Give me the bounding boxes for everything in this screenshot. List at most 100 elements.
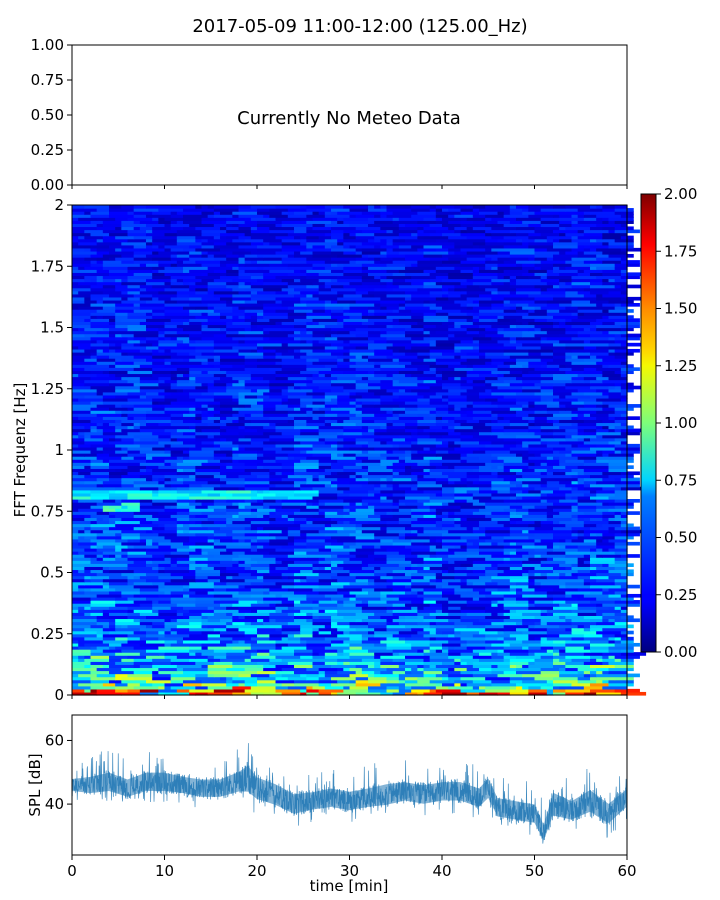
spectrogram-cell xyxy=(176,688,190,693)
spectrogram-cell xyxy=(238,330,264,335)
spectrogram-cell xyxy=(460,658,480,662)
spectrogram-cell xyxy=(324,661,338,665)
spectrogram-cell xyxy=(553,514,573,518)
spectrogram-cell xyxy=(583,615,603,620)
spectrogram-cell xyxy=(72,621,98,626)
spectrogram-cell xyxy=(152,404,166,408)
spectrogram-cell xyxy=(306,618,314,623)
spectrogram-cell xyxy=(257,538,270,543)
spectrogram-cell xyxy=(170,597,196,601)
spectrogram-cell xyxy=(257,462,283,466)
spectrogram-cell xyxy=(509,642,529,647)
spectrogram-cell xyxy=(516,600,529,604)
spectrogram-cell xyxy=(398,664,418,669)
spectrogram-cell xyxy=(257,492,277,497)
spectrogram-cell xyxy=(96,667,122,672)
spectrogram-cell xyxy=(109,526,135,531)
spectrogram-cell xyxy=(608,468,628,473)
spectrogram-cell xyxy=(608,618,616,623)
spectrogram-cell xyxy=(602,407,616,411)
spectrogram-cell xyxy=(281,682,295,687)
spectrogram-cell xyxy=(466,544,480,549)
spectrogram-cell xyxy=(312,514,326,518)
spectrogram-cell xyxy=(90,471,110,476)
spectrogram-cell xyxy=(448,315,474,319)
spectrogram-cell xyxy=(133,514,153,518)
spectrogram-cell xyxy=(170,661,196,665)
spectrogram-cell xyxy=(590,382,616,387)
spectrogram-cell xyxy=(312,661,326,665)
spectrogram-cell xyxy=(485,609,511,613)
spectrogram-cell xyxy=(164,315,184,319)
spectrogram-cell xyxy=(423,355,431,359)
spectrogram-cell xyxy=(559,450,573,454)
spectrogram-cell xyxy=(170,578,196,583)
spectrogram-cell xyxy=(263,355,277,359)
spectrogram-cell xyxy=(152,566,159,571)
spectrogram-cell xyxy=(472,661,492,665)
spectrogram-cell xyxy=(213,609,240,613)
spectrogram-cell xyxy=(392,581,412,586)
spectrogram-cell xyxy=(269,566,277,571)
spectrogram-cell xyxy=(201,336,215,341)
spectrogram-cell xyxy=(429,505,443,509)
spectrogram-cell xyxy=(559,511,585,515)
spectrogram-cell xyxy=(614,450,622,454)
spectrogram-cell xyxy=(386,548,412,552)
spectrogram-cell xyxy=(528,401,536,405)
spectrogram-cell xyxy=(72,382,85,387)
spectrogram-cell xyxy=(324,348,351,353)
spectrogram-cell xyxy=(503,443,517,448)
spectrogram-cell xyxy=(503,394,517,399)
spectrogram-cell xyxy=(355,450,363,454)
spectrogram-cell xyxy=(287,606,295,610)
spectrogram-cell xyxy=(337,394,351,399)
spectrogram-cell xyxy=(343,685,351,690)
spectrogram-cell xyxy=(275,566,289,571)
spectrogram-cell xyxy=(429,278,443,283)
spectrogram-cell xyxy=(90,318,110,322)
spectrogram-cell xyxy=(275,440,301,445)
spectrogram-cell xyxy=(176,532,196,537)
spectrogram-cell xyxy=(577,514,603,518)
spectrogram-cell xyxy=(250,548,258,552)
spectrogram-cell xyxy=(614,676,634,681)
spectrogram-cell xyxy=(72,287,92,292)
spectrogram-cell xyxy=(435,303,462,307)
spectrogram-cell xyxy=(78,569,85,574)
spectrogram-cell xyxy=(281,499,307,503)
spectrogram-cell xyxy=(72,434,79,439)
spectrogram-cell xyxy=(158,385,172,390)
spectrogram-cell xyxy=(84,278,92,283)
spectrogram-cell xyxy=(294,670,320,675)
spectrogram-cell xyxy=(423,557,443,561)
spectrogram-cell xyxy=(534,486,560,491)
spectrogram-cell xyxy=(287,612,295,616)
spectrogram-cell xyxy=(485,606,505,610)
spectrogram-cell xyxy=(300,345,326,350)
spectrogram-cell xyxy=(355,422,381,427)
spectrogram-cell xyxy=(583,517,591,522)
spectrogram-cell xyxy=(226,480,246,485)
spectrogram-cell xyxy=(553,413,579,417)
spectrogram-cell xyxy=(195,287,209,292)
spectrogram-cell xyxy=(509,578,529,583)
spectrogram-cell xyxy=(207,492,221,497)
spectrogram-cell xyxy=(170,431,184,436)
spectrogram-cell xyxy=(102,483,122,488)
spectrogram-cell xyxy=(442,544,455,549)
spectrogram-cell xyxy=(102,499,116,503)
spectrogram-cell xyxy=(244,358,258,362)
spectrogram-cell xyxy=(454,468,474,473)
spectrogram-cell xyxy=(540,572,548,577)
spectrogram-cell xyxy=(435,370,443,375)
spectrogram-cell xyxy=(220,569,227,574)
spectrogram-cell xyxy=(361,465,369,469)
spectrogram-cell xyxy=(386,688,400,693)
spectrogram-cell xyxy=(602,514,616,518)
spectrogram-cell xyxy=(269,649,295,653)
spectrogram-cell xyxy=(565,572,573,577)
spectrogram-cell xyxy=(213,443,221,448)
spectrogram-cell xyxy=(220,526,246,531)
spectrogram-cell xyxy=(257,535,277,540)
